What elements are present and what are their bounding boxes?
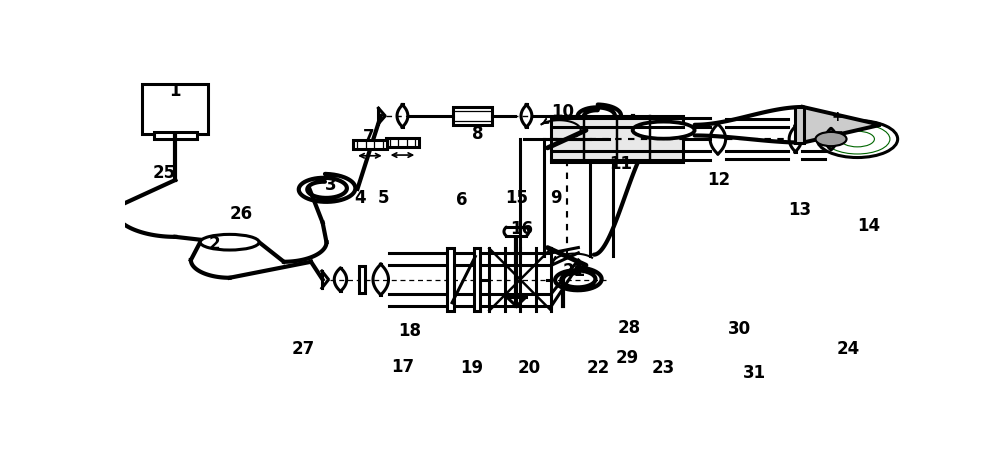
Bar <box>795 107 804 143</box>
Polygon shape <box>803 107 881 143</box>
Bar <box>447 249 454 310</box>
Bar <box>453 107 492 125</box>
Text: 22: 22 <box>586 359 609 377</box>
Text: 9: 9 <box>550 189 562 207</box>
Text: 1: 1 <box>170 82 181 100</box>
Text: 6: 6 <box>456 190 468 208</box>
Bar <box>154 132 197 139</box>
Text: 13: 13 <box>788 201 811 219</box>
Text: 19: 19 <box>461 359 484 377</box>
Text: 5: 5 <box>377 189 389 207</box>
Text: 14: 14 <box>857 217 881 235</box>
Text: 11: 11 <box>610 155 633 173</box>
Text: 20: 20 <box>518 359 541 377</box>
Text: 7: 7 <box>363 128 375 146</box>
Text: 2: 2 <box>208 235 220 253</box>
Text: 25: 25 <box>152 164 175 182</box>
Text: 16: 16 <box>510 220 533 237</box>
Ellipse shape <box>200 234 259 250</box>
Bar <box>359 266 365 293</box>
Text: 30: 30 <box>728 320 751 338</box>
Text: 29: 29 <box>616 349 639 367</box>
Text: −: − <box>831 125 844 140</box>
Text: 8: 8 <box>472 125 483 143</box>
Text: 12: 12 <box>707 171 730 189</box>
Bar <box>142 84 208 134</box>
Bar <box>386 138 419 147</box>
Circle shape <box>817 121 898 158</box>
Bar <box>551 116 683 162</box>
Text: 23: 23 <box>652 359 675 377</box>
Text: 10: 10 <box>551 103 574 122</box>
Ellipse shape <box>633 122 695 139</box>
Text: +: + <box>831 110 843 124</box>
Text: 28: 28 <box>617 319 640 337</box>
Text: 18: 18 <box>398 322 421 340</box>
Bar <box>474 249 480 310</box>
Text: 24: 24 <box>836 340 860 358</box>
Text: 3: 3 <box>325 176 336 195</box>
Text: 15: 15 <box>505 189 528 207</box>
Bar <box>353 140 387 149</box>
Text: 17: 17 <box>391 358 414 376</box>
Text: 26: 26 <box>230 205 253 223</box>
Text: 4: 4 <box>354 189 366 207</box>
Text: 27: 27 <box>292 340 315 358</box>
Text: 21: 21 <box>563 261 586 280</box>
Text: 31: 31 <box>743 364 766 382</box>
Circle shape <box>816 132 847 146</box>
